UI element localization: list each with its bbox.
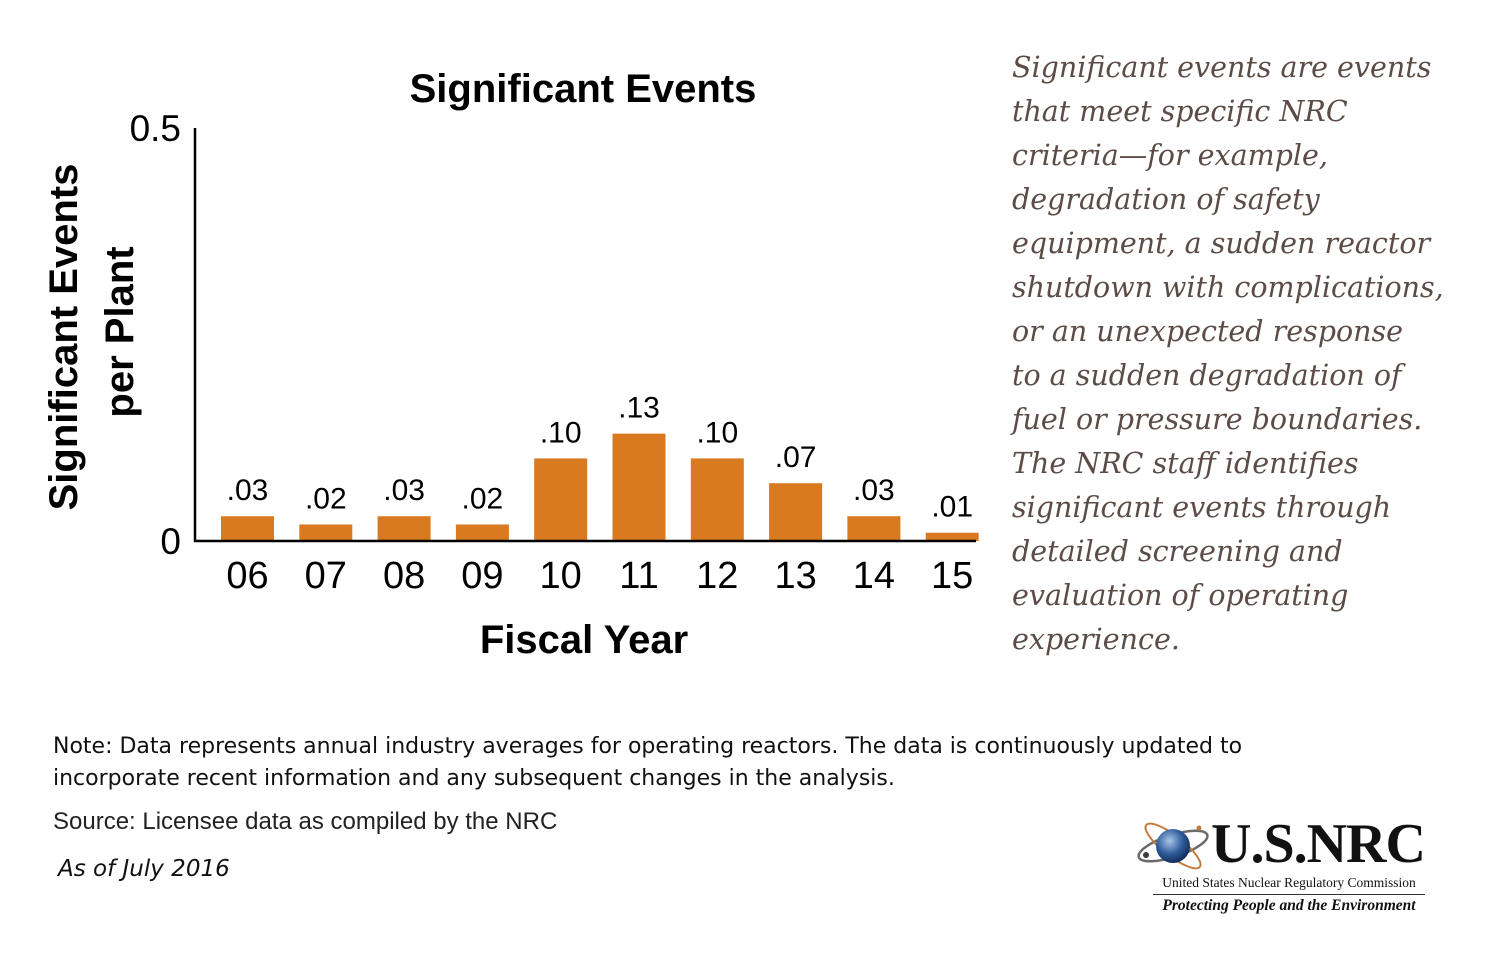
x-tick-label-12: 12 bbox=[696, 555, 738, 597]
x-tick-label-09: 09 bbox=[461, 555, 503, 597]
atom-globe-icon bbox=[1137, 822, 1209, 870]
data-label-11: .13 bbox=[618, 392, 660, 425]
bar-09 bbox=[455, 524, 509, 541]
logo-tagline: Protecting People and the Environment bbox=[1162, 897, 1416, 914]
x-tick-label-10: 10 bbox=[540, 555, 582, 597]
logo-wordmark: U.S.NRC bbox=[1211, 813, 1426, 875]
data-label-10: .10 bbox=[540, 416, 582, 449]
description-line: shutdown with complications, bbox=[1012, 271, 1444, 304]
source-text: Source: Licensee data as compiled by the… bbox=[53, 808, 558, 835]
data-label-08: .03 bbox=[383, 474, 425, 507]
description-line: criteria—for example, bbox=[1012, 139, 1328, 172]
x-tick-label-15: 15 bbox=[931, 555, 973, 597]
y-axis-label-line-1: Significant Events bbox=[42, 164, 86, 511]
x-tick-label-11: 11 bbox=[619, 555, 658, 597]
data-label-07: .02 bbox=[305, 482, 347, 515]
description-line: significant events through bbox=[1012, 491, 1392, 524]
description-line: evaluation of operating bbox=[1012, 579, 1349, 612]
x-tick-label-14: 14 bbox=[853, 555, 895, 597]
description-line: to a sudden degradation of bbox=[1012, 359, 1402, 392]
logo-subtitle: United States Nuclear Regulatory Commiss… bbox=[1153, 875, 1425, 895]
description-line: or an unexpected response bbox=[1012, 315, 1403, 348]
bar-07 bbox=[299, 524, 353, 541]
x-tick-label-08: 08 bbox=[383, 555, 425, 597]
description-line: that meet specific NRC bbox=[1012, 95, 1348, 128]
y-tick-label: 0.5 bbox=[130, 108, 181, 149]
y-tick-label: 0 bbox=[160, 521, 181, 562]
data-label-15: .01 bbox=[931, 491, 973, 524]
description-line: Significant events are events bbox=[1012, 51, 1432, 84]
chart-title: Significant Events bbox=[410, 67, 757, 111]
description-text: Significant events are events that meet … bbox=[1012, 46, 1482, 662]
bar-11 bbox=[612, 433, 666, 541]
as-of-date: As of July 2016 bbox=[58, 856, 230, 882]
description-line: fuel or pressure boundaries. bbox=[1012, 403, 1423, 436]
bar-13 bbox=[769, 483, 823, 541]
data-label-14: .03 bbox=[853, 474, 895, 507]
x-tick-label-06: 06 bbox=[226, 555, 268, 597]
data-label-06: .03 bbox=[227, 474, 269, 507]
bar-chart: Significant Events Significant Events pe… bbox=[42, 67, 979, 662]
bar-12 bbox=[690, 458, 744, 541]
bar-14 bbox=[847, 516, 901, 541]
description-line: detailed screening and bbox=[1012, 535, 1343, 568]
x-tick-label-13: 13 bbox=[774, 555, 816, 597]
data-label-13: .07 bbox=[775, 441, 817, 474]
nrc-logo: U.S.NRC United States Nuclear Regulatory… bbox=[1133, 802, 1433, 922]
description-line: equipment, a sudden reactor bbox=[1012, 227, 1431, 260]
x-tick-label-07: 07 bbox=[305, 555, 347, 597]
bar-08 bbox=[377, 516, 431, 541]
bar-15 bbox=[925, 532, 979, 541]
description-line: experience. bbox=[1012, 623, 1180, 656]
note-text: Note: Data represents annual industry av… bbox=[53, 734, 1243, 791]
bar-06 bbox=[221, 516, 274, 541]
description-line: degradation of safety bbox=[1012, 183, 1320, 216]
bar-10 bbox=[534, 458, 588, 541]
y-axis-label-line-2: per Plant bbox=[98, 246, 142, 417]
data-label-09: .02 bbox=[462, 482, 504, 515]
x-axis-label: Fiscal Year bbox=[480, 618, 688, 662]
description-line: The NRC staff identifies bbox=[1012, 447, 1359, 480]
data-label-12: .10 bbox=[696, 416, 738, 449]
